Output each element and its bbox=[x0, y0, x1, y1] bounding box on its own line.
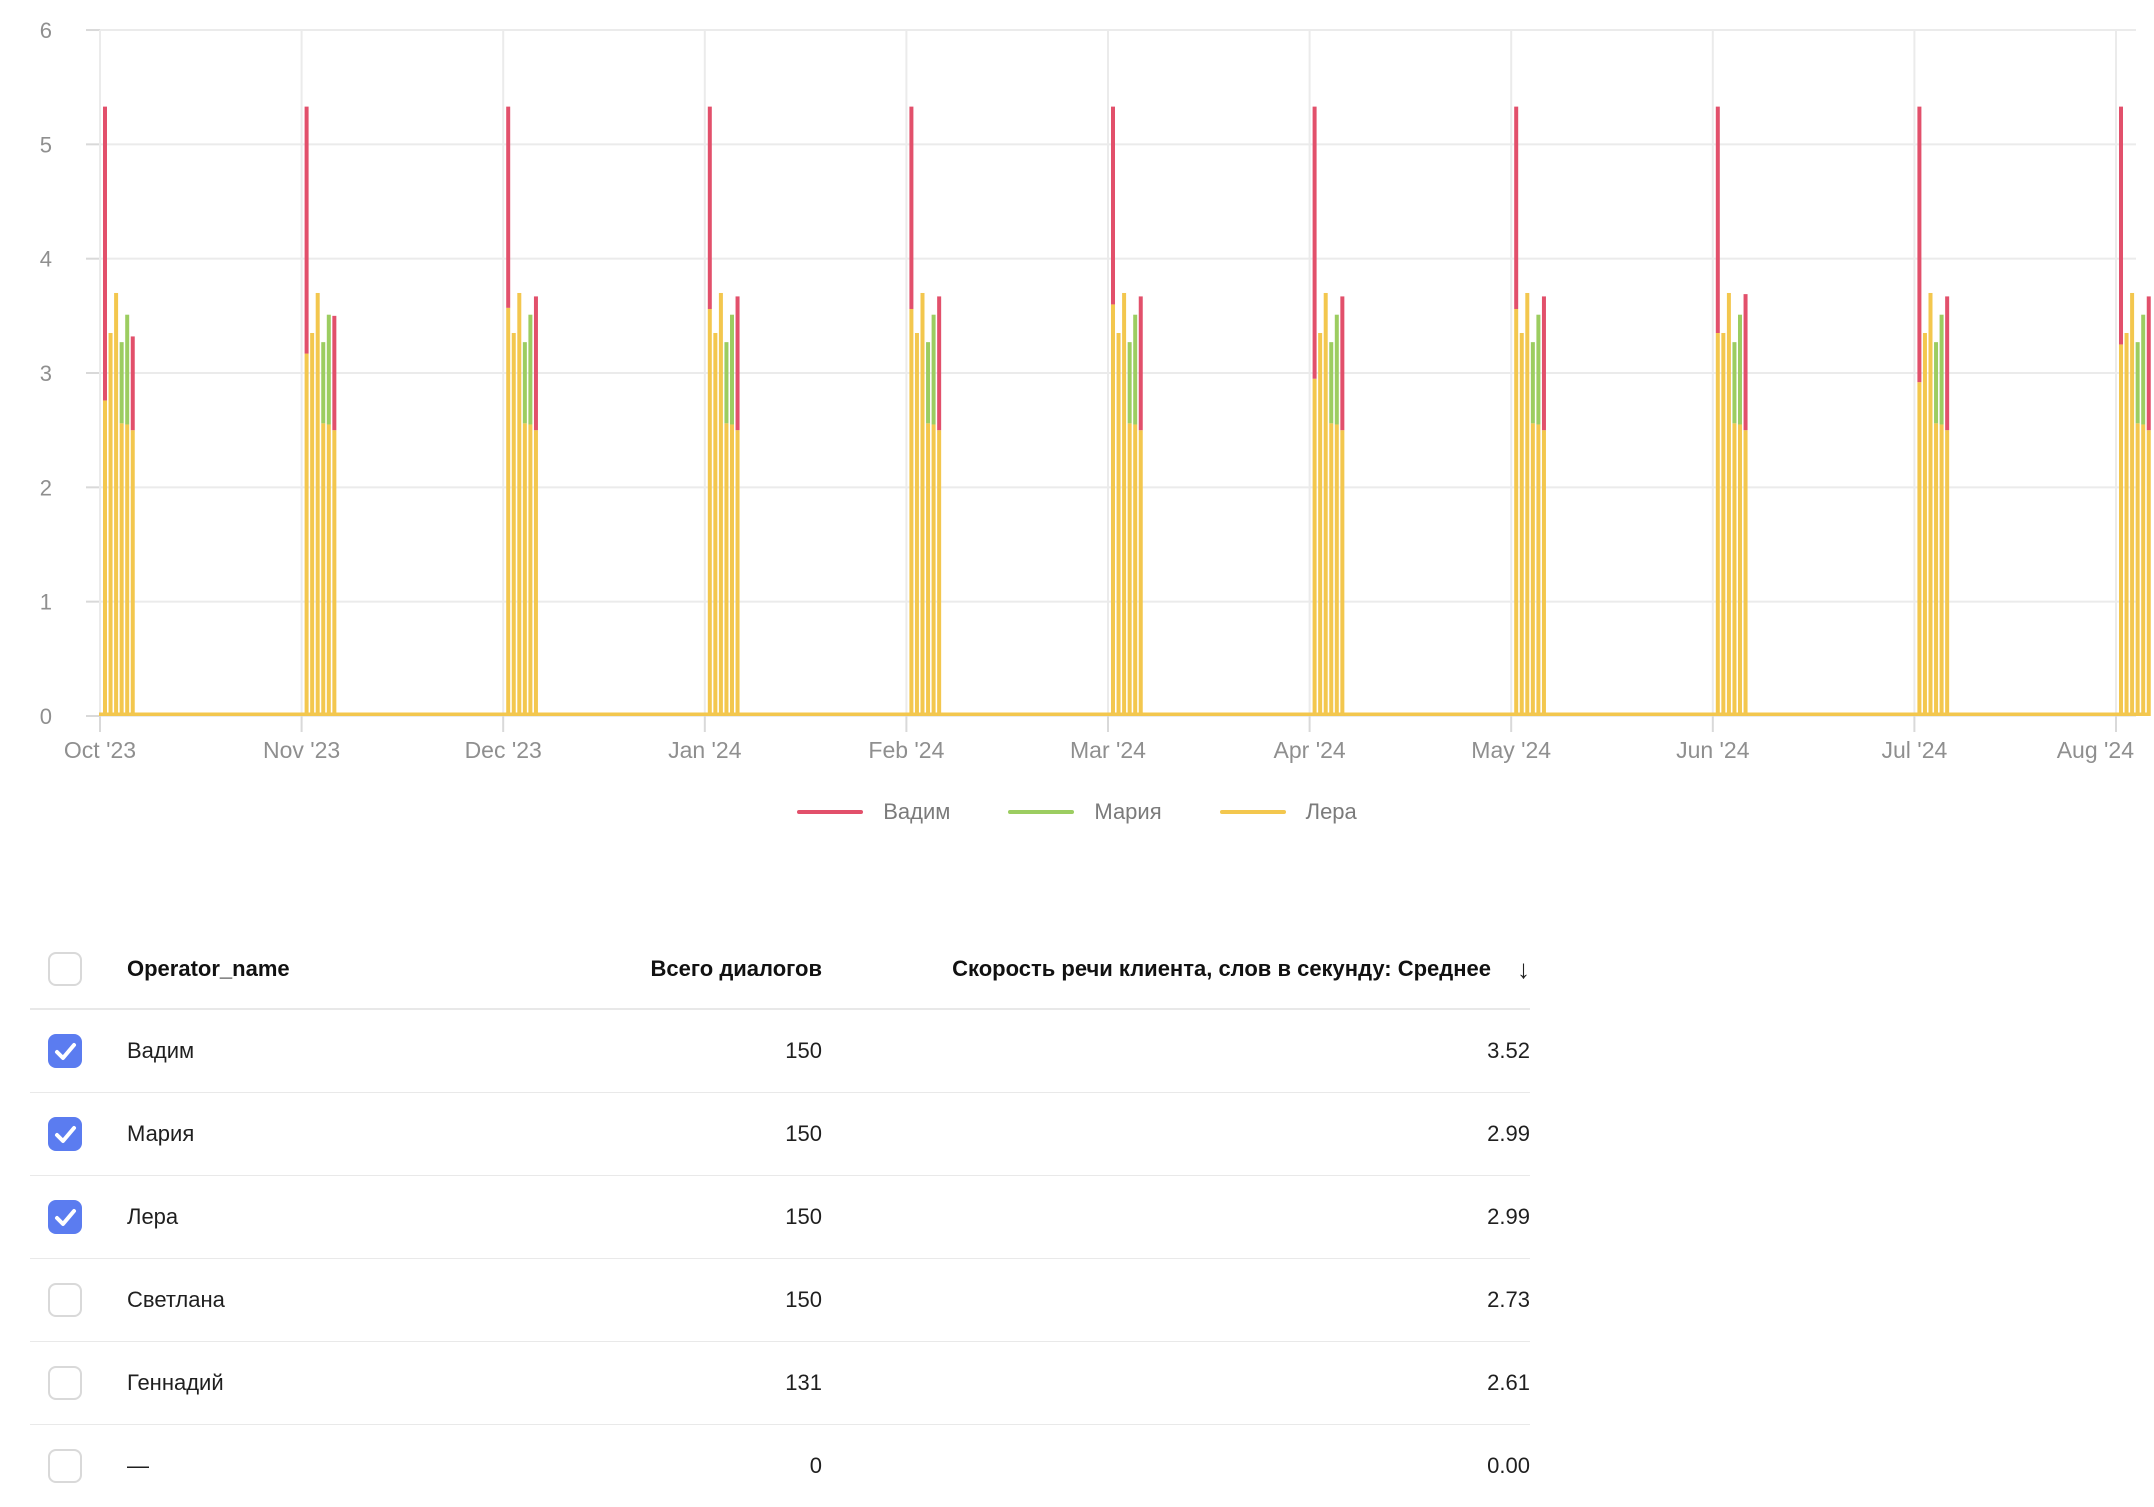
svg-text:Aug '24: Aug '24 bbox=[2057, 737, 2134, 763]
row-checkbox[interactable] bbox=[48, 1117, 82, 1151]
svg-text:Nov '23: Nov '23 bbox=[263, 737, 340, 763]
svg-text:2: 2 bbox=[40, 475, 52, 500]
table-row: Вадим 150 3.52 bbox=[30, 1010, 1530, 1093]
column-header-speed-label: Скорость речи клиента, слов в секунду: С… bbox=[952, 956, 1491, 981]
operator-name-cell: Вадим bbox=[127, 1038, 195, 1063]
svg-text:6: 6 bbox=[40, 18, 52, 43]
dialogs-cell: 150 bbox=[785, 1038, 822, 1063]
column-header-speed[interactable]: Скорость речи клиента, слов в секунду: С… bbox=[822, 956, 1530, 982]
dialogs-cell: 0 bbox=[809, 1453, 822, 1478]
svg-text:Mar '24: Mar '24 bbox=[1070, 737, 1146, 763]
svg-text:3: 3 bbox=[40, 361, 52, 386]
bar-chart: 0 1 2 3 4 5 6 Oct '23 Nov '23 Dec '23 Jan '24 Feb '… bbox=[40, 18, 2151, 763]
speed-cell: 0.00 bbox=[1487, 1453, 1530, 1478]
table-row: Светлана 150 2.73 bbox=[30, 1259, 1530, 1342]
table-row: Мария 150 2.99 bbox=[30, 1093, 1530, 1176]
dialogs-cell: 150 bbox=[785, 1204, 822, 1229]
svg-text:May '24: May '24 bbox=[1471, 737, 1551, 763]
svg-text:1: 1 bbox=[40, 590, 52, 615]
row-checkbox[interactable] bbox=[48, 1034, 82, 1068]
speed-cell: 2.99 bbox=[1487, 1121, 1530, 1146]
speed-cell: 2.61 bbox=[1487, 1370, 1530, 1395]
table-row: Геннадий 131 2.61 bbox=[30, 1342, 1530, 1425]
operator-name-cell: — bbox=[127, 1453, 149, 1478]
dialogs-cell: 131 bbox=[785, 1370, 822, 1395]
operator-name-cell: Лера bbox=[127, 1204, 179, 1229]
svg-text:5: 5 bbox=[40, 132, 52, 157]
sort-descending-icon[interactable]: ↓ bbox=[1517, 954, 1530, 984]
legend-line-icon bbox=[797, 810, 864, 814]
svg-text:4: 4 bbox=[40, 247, 52, 272]
legend-item-vadim[interactable]: Вадим bbox=[797, 799, 950, 825]
row-checkbox[interactable] bbox=[48, 1366, 82, 1400]
header-checkbox-cell bbox=[30, 952, 127, 986]
svg-text:Jun '24: Jun '24 bbox=[1676, 737, 1750, 763]
row-checkbox[interactable] bbox=[48, 1200, 82, 1234]
legend-item-lera[interactable]: Лера bbox=[1219, 799, 1357, 825]
check-icon bbox=[55, 1043, 76, 1060]
speed-cell: 2.73 bbox=[1487, 1287, 1530, 1312]
speed-cell: 2.99 bbox=[1487, 1204, 1530, 1229]
column-header-dialogs[interactable]: Всего диалогов bbox=[650, 956, 822, 981]
operator-name-cell: Мария bbox=[127, 1121, 195, 1146]
chart-legend: Вадим Мария Лера bbox=[0, 792, 2154, 832]
dialogs-cell: 150 bbox=[785, 1121, 822, 1146]
row-checkbox[interactable] bbox=[48, 1449, 82, 1483]
svg-text:Feb '24: Feb '24 bbox=[868, 737, 944, 763]
legend-label: Вадим bbox=[883, 799, 951, 824]
table-header-row: Operator_name Всего диалогов Скорость ре… bbox=[30, 930, 1530, 1010]
legend-item-maria[interactable]: Мария bbox=[1008, 799, 1162, 825]
speed-cell: 3.52 bbox=[1487, 1038, 1530, 1063]
operator-name-cell: Геннадий bbox=[127, 1370, 224, 1395]
svg-text:Jan '24: Jan '24 bbox=[668, 737, 742, 763]
column-header-operator-name[interactable]: Operator_name bbox=[127, 956, 290, 981]
svg-text:0: 0 bbox=[40, 704, 52, 729]
table-row: — 0 0.00 bbox=[30, 1425, 1530, 1507]
svg-text:Oct '23: Oct '23 bbox=[64, 737, 136, 763]
legend-label: Лера bbox=[1305, 799, 1357, 824]
svg-text:Dec '23: Dec '23 bbox=[465, 737, 542, 763]
check-icon bbox=[55, 1126, 76, 1143]
operators-table: Operator_name Всего диалогов Скорость ре… bbox=[30, 930, 1530, 1507]
legend-line-icon bbox=[1008, 810, 1075, 814]
row-checkbox[interactable] bbox=[48, 1283, 82, 1317]
operator-name-cell: Светлана bbox=[127, 1287, 225, 1312]
table-row: Лера 150 2.99 bbox=[30, 1176, 1530, 1259]
select-all-checkbox[interactable] bbox=[48, 952, 82, 986]
legend-label: Мария bbox=[1094, 799, 1162, 824]
dialogs-cell: 150 bbox=[785, 1287, 822, 1312]
chart-svg: 0 1 2 3 4 5 6 Oct '23 Nov '23 Dec '23 Jan '24 Feb '… bbox=[40, 18, 2151, 763]
svg-text:Jul '24: Jul '24 bbox=[1882, 737, 1948, 763]
check-icon bbox=[55, 1209, 76, 1226]
svg-text:Apr '24: Apr '24 bbox=[1274, 737, 1346, 763]
legend-line-icon bbox=[1219, 810, 1286, 814]
